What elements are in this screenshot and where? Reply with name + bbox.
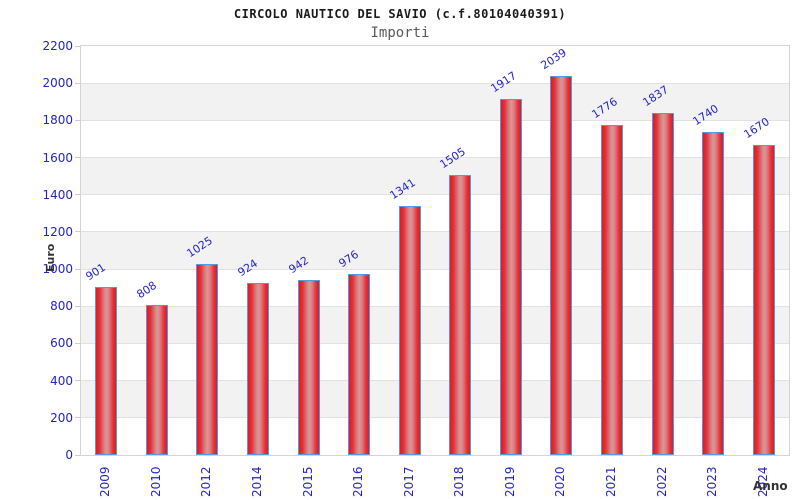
y-tick-mark xyxy=(75,342,81,344)
gridline xyxy=(81,268,789,270)
y-axis-title: Euro xyxy=(44,243,57,272)
x-tick-label: 2021 xyxy=(604,466,618,497)
x-tick-label: 2014 xyxy=(250,466,264,497)
y-tick-label: 600 xyxy=(50,336,73,351)
y-tick-mark xyxy=(75,305,81,307)
x-tick-label: 2010 xyxy=(148,466,163,497)
y-tick-label: 2200 xyxy=(42,39,73,53)
x-tick-label: 2018 xyxy=(452,466,467,497)
gridline xyxy=(81,305,789,307)
plot-band xyxy=(81,380,789,418)
bar xyxy=(550,75,573,455)
bar xyxy=(651,113,674,455)
bar xyxy=(247,283,269,455)
y-tick-mark xyxy=(75,194,81,196)
x-axis-title: Anno xyxy=(753,479,788,493)
y-tick-label: 200 xyxy=(50,410,73,425)
plot-band xyxy=(81,269,789,307)
gridline xyxy=(81,82,789,84)
plot-band xyxy=(81,120,789,158)
plot-area: 901 808 1025 924 942 976 1341 1505 1917 2039 1776 1… xyxy=(80,45,790,456)
bar xyxy=(348,273,371,455)
y-tick-mark xyxy=(75,45,81,47)
x-tick-label: 2019 xyxy=(502,466,517,497)
y-tick-mark xyxy=(75,380,81,382)
y-tick-label: 800 xyxy=(50,299,73,314)
y-tick-label: 400 xyxy=(50,373,73,388)
gridline xyxy=(81,231,789,233)
gridline xyxy=(81,194,789,196)
plot-band xyxy=(81,306,789,344)
y-tick-mark xyxy=(75,119,81,121)
x-tick-label: 2017 xyxy=(401,466,416,497)
y-tick-label: 1600 xyxy=(42,150,73,165)
bar xyxy=(297,279,320,455)
plot-band xyxy=(81,46,789,84)
y-tick-mark xyxy=(75,417,81,419)
gridline xyxy=(81,342,789,344)
x-tick-label: 2009 xyxy=(98,466,113,497)
x-tick-label: 2022 xyxy=(654,466,669,497)
plot-band xyxy=(81,194,789,232)
x-tick-label: 2012 xyxy=(199,466,214,497)
y-tick-label: 1200 xyxy=(42,224,73,239)
gridline xyxy=(81,380,789,382)
gridline xyxy=(81,417,789,419)
plot-band xyxy=(81,83,789,121)
y-tick-label: 0 xyxy=(65,448,73,462)
y-tick-mark xyxy=(75,82,81,84)
x-tick-label: 2016 xyxy=(351,466,366,497)
gridline xyxy=(81,119,789,121)
y-tick-label: 2000 xyxy=(42,76,73,91)
y-tick-label: 1400 xyxy=(42,187,73,202)
plot-band xyxy=(81,157,789,195)
bar xyxy=(95,287,118,455)
bar xyxy=(145,304,168,455)
x-tick-label: 2020 xyxy=(553,466,568,497)
y-tick-mark xyxy=(75,231,81,233)
y-tick-mark xyxy=(75,157,81,159)
y-tick-label: 1000 xyxy=(42,262,73,277)
chart-title: CIRCOLO NAUTICO DEL SAVIO (c.f.801040403… xyxy=(233,7,567,21)
bar xyxy=(398,205,421,455)
bar xyxy=(702,131,725,455)
y-tick-mark xyxy=(75,454,81,456)
gridline xyxy=(81,157,789,159)
bar xyxy=(752,144,775,455)
plot-band xyxy=(81,343,789,381)
plot-band xyxy=(81,417,789,455)
y-tick-mark xyxy=(75,268,81,270)
bar xyxy=(196,264,219,455)
chart-subtitle: Importi xyxy=(370,25,430,41)
x-tick-label: 2015 xyxy=(300,466,315,497)
y-tick-label: 1800 xyxy=(42,113,73,128)
bar xyxy=(499,98,522,455)
bar xyxy=(449,175,472,455)
x-tick-label: 2023 xyxy=(705,466,720,497)
bar xyxy=(601,124,623,455)
